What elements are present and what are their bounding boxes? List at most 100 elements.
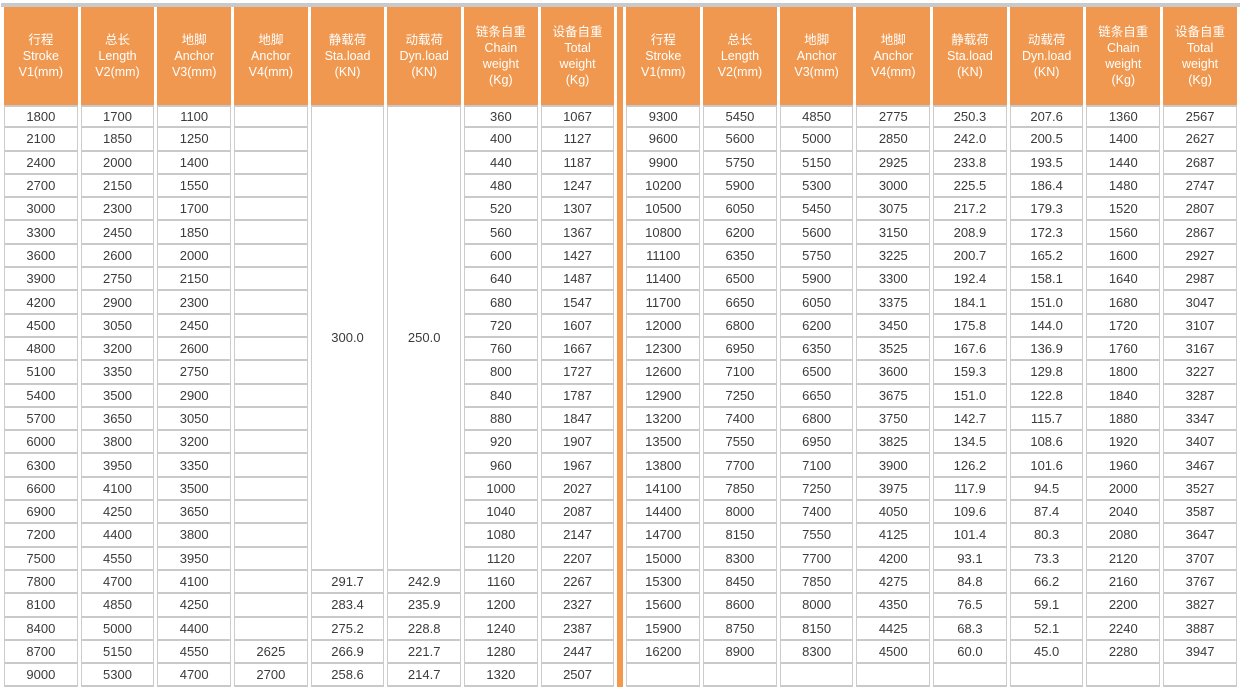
table-cell: 2600 [80,244,155,269]
table-cell: 7850 [703,477,777,502]
table-cell: 13800 [626,454,701,478]
table-cell: 1800 [4,105,78,129]
table-cell: 1067 [540,105,615,129]
table-cell: 12900 [626,384,701,408]
header-line: Dyn.load [399,49,449,63]
table-cell: 1607 [540,314,615,338]
table-cell: 3150 [856,221,931,245]
header-cell-total-weight-right: 设备自重 Total weight (Kg) [1163,7,1237,105]
half-divider [617,664,624,688]
table-cell: 5750 [779,244,854,269]
table-row: 5100 3350 2750 800 1727 12600 7100 6500 3600 159.… [4,361,1237,385]
table-cell: 2450 [80,221,155,245]
table-header: 行程 Stroke V1(mm) 总长 Length V2(mm) 地脚 Anchor V3(m… [4,7,1237,105]
table-cell: 101.6 [1009,454,1084,478]
header-line: Sta.load [324,49,371,63]
table-cell: 1080 [464,524,538,548]
header-line: (Kg) [1111,73,1136,87]
table-cell: 8150 [703,524,777,548]
table-cell: 2000 [1086,477,1161,502]
table-cell: 3000 [4,198,78,222]
header-line: 静载荷 [328,33,367,47]
table-cell: 8450 [703,570,777,595]
table-cell: 440 [464,151,538,175]
table-cell: 1040 [464,501,538,525]
table-cell: 3500 [157,477,232,502]
table-cell: 15000 [626,547,701,571]
table-cell: 233.8 [933,151,1007,175]
table-cell: 3350 [157,454,232,478]
header-line: 设备自重 [552,25,603,39]
header-row: 行程 Stroke V1(mm) 总长 Length V2(mm) 地脚 Anchor V3(m… [4,7,1237,105]
header-cell-length-v2-right: 总长 Length V2(mm) [703,7,777,105]
header-line: 总长 [105,33,131,47]
table-row: 4500 3050 2450 720 1607 12000 6800 6200 3450 175.… [4,314,1237,338]
table-cell: 4250 [157,594,232,618]
table-cell: 3467 [1163,454,1237,478]
table-cell: 3500 [80,384,155,408]
table-cell [1163,664,1237,688]
table-cell: 3650 [80,407,155,432]
table-cell: 186.4 [1009,174,1084,199]
table-cell: 2900 [80,291,155,315]
table-cell: 93.1 [933,547,1007,571]
table-cell: 6650 [779,384,854,408]
table-cell: 4200 [856,547,931,571]
table-cell: 2400 [4,151,78,175]
half-divider [617,174,624,199]
table-cell: 5450 [703,105,777,129]
table-cell: 4500 [4,314,78,338]
table-cell: 7550 [779,524,854,548]
table-cell [779,664,854,688]
table-row: 1800 1700 1100 300.0 250.0 360 1067 9300 5450 485… [4,105,1237,571]
table-row: 6300 3950 3350 960 1967 13800 7700 7100 3900 126.… [4,454,1237,478]
table-row: 7800 4700 4100 291.7 242.9 1160 2267 15300 8450 7… [4,570,1237,595]
half-divider [617,454,624,478]
table-cell: 1100 [157,105,232,129]
half-divider [617,617,624,641]
table-cell: 5450 [779,198,854,222]
table-cell: 3707 [1163,547,1237,571]
table-top-border [1,3,1240,7]
table-cell: 1240 [464,617,538,641]
table-cell: 2900 [157,384,232,408]
table-row: 2700 2150 1550 480 1247 10200 5900 5300 3000 225.… [4,174,1237,199]
header-line: weight [559,57,596,71]
half-divider [617,524,624,548]
table-cell: 2150 [80,174,155,199]
table-cell: 4550 [80,547,155,571]
table-cell: 6300 [4,454,78,478]
table-cell: 68.3 [933,617,1007,641]
table-cell: 14400 [626,501,701,525]
half-divider [617,361,624,385]
table-cell: 235.9 [387,594,462,618]
half-divider-header [617,7,624,105]
table-cell: 2327 [540,594,615,618]
table-cell: 7100 [703,361,777,385]
header-line: V2(mm) [717,65,763,79]
table-cell: 2747 [1163,174,1237,199]
table-cell: 8300 [703,547,777,571]
table-cell: 3950 [157,547,232,571]
table-cell: 4550 [157,640,232,665]
table-cell: 2000 [80,151,155,175]
table-cell [933,664,1007,688]
table-cell [234,337,308,362]
table-cell: 720 [464,314,538,338]
table-cell: 4250 [80,501,155,525]
table-cell: 5900 [703,174,777,199]
table-cell: 1850 [157,221,232,245]
table-cell: 291.7 [310,570,385,595]
half-divider [617,431,624,455]
table-cell: 9600 [626,128,701,152]
table-cell: 8700 [4,640,78,665]
table-cell: 8100 [4,594,78,618]
table-cell: 3047 [1163,291,1237,315]
header-line: Anchor [251,49,291,63]
table-cell: 1200 [464,594,538,618]
table-cell: 1187 [540,151,615,175]
table-cell: 208.9 [933,221,1007,245]
table-cell: 2447 [540,640,615,665]
table-cell: 2700 [234,664,308,688]
header-line: Chain [484,41,518,55]
